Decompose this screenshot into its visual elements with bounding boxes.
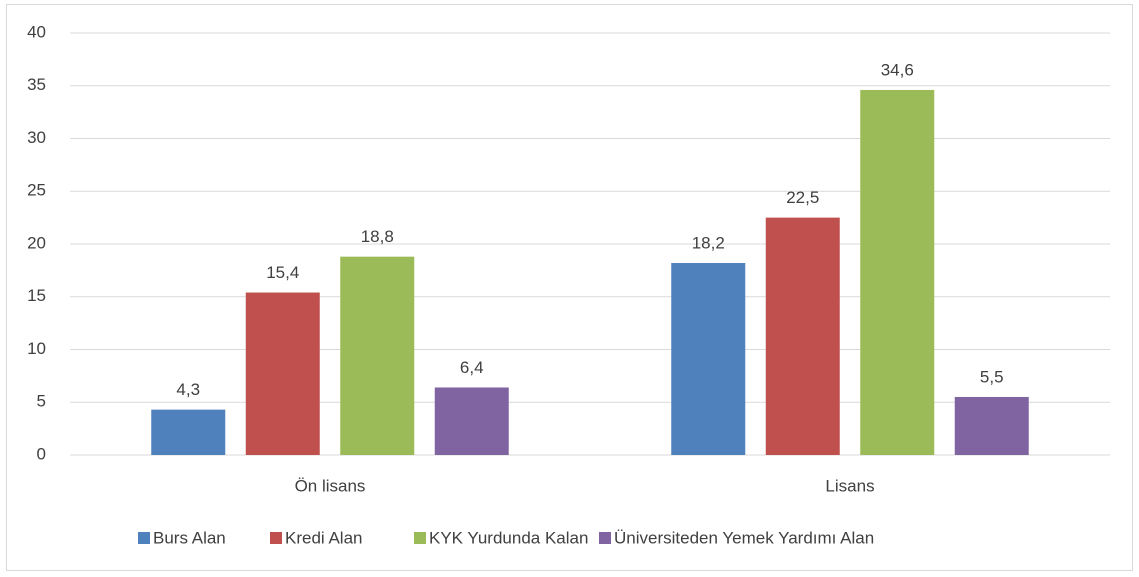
bar [340, 256, 415, 455]
data-label: 18,8 [361, 227, 394, 246]
y-tick-label: 25 [27, 181, 46, 200]
legend-label: Kredi Alan [285, 528, 363, 547]
bar [765, 217, 840, 455]
legend-swatch [414, 532, 426, 544]
bar [860, 89, 935, 455]
y-tick-label: 30 [27, 128, 46, 147]
bar [434, 387, 509, 455]
y-tick-label: 20 [27, 233, 46, 252]
legend-label: KYK Yurdunda Kalan [429, 528, 588, 547]
y-tick-label: 10 [27, 339, 46, 358]
legend-swatch [599, 532, 611, 544]
data-label: 34,6 [881, 60, 914, 79]
y-tick-label: 35 [27, 75, 46, 94]
legend-swatch [270, 532, 282, 544]
y-tick-label: 0 [37, 444, 46, 463]
legend-label: Üniversiteden Yemek Yardımı Alan [614, 528, 874, 547]
legend-label: Burs Alan [153, 528, 226, 547]
y-tick-label: 5 [37, 392, 46, 411]
y-tick-label: 40 [27, 22, 46, 41]
bar [151, 409, 226, 455]
data-label: 4,3 [176, 380, 200, 399]
x-tick-label: Lisans [825, 476, 874, 495]
bar [245, 292, 320, 455]
data-label: 18,2 [692, 233, 725, 252]
y-tick-label: 15 [27, 286, 46, 305]
data-label: 22,5 [786, 188, 819, 207]
data-label: 6,4 [460, 358, 484, 377]
chart-border [6, 4, 1133, 571]
bar [954, 396, 1029, 455]
data-label: 5,5 [980, 367, 1004, 386]
legend-swatch [138, 532, 150, 544]
x-tick-label: Ön lisans [295, 476, 366, 495]
data-label: 15,4 [266, 263, 299, 282]
bar [671, 262, 746, 455]
